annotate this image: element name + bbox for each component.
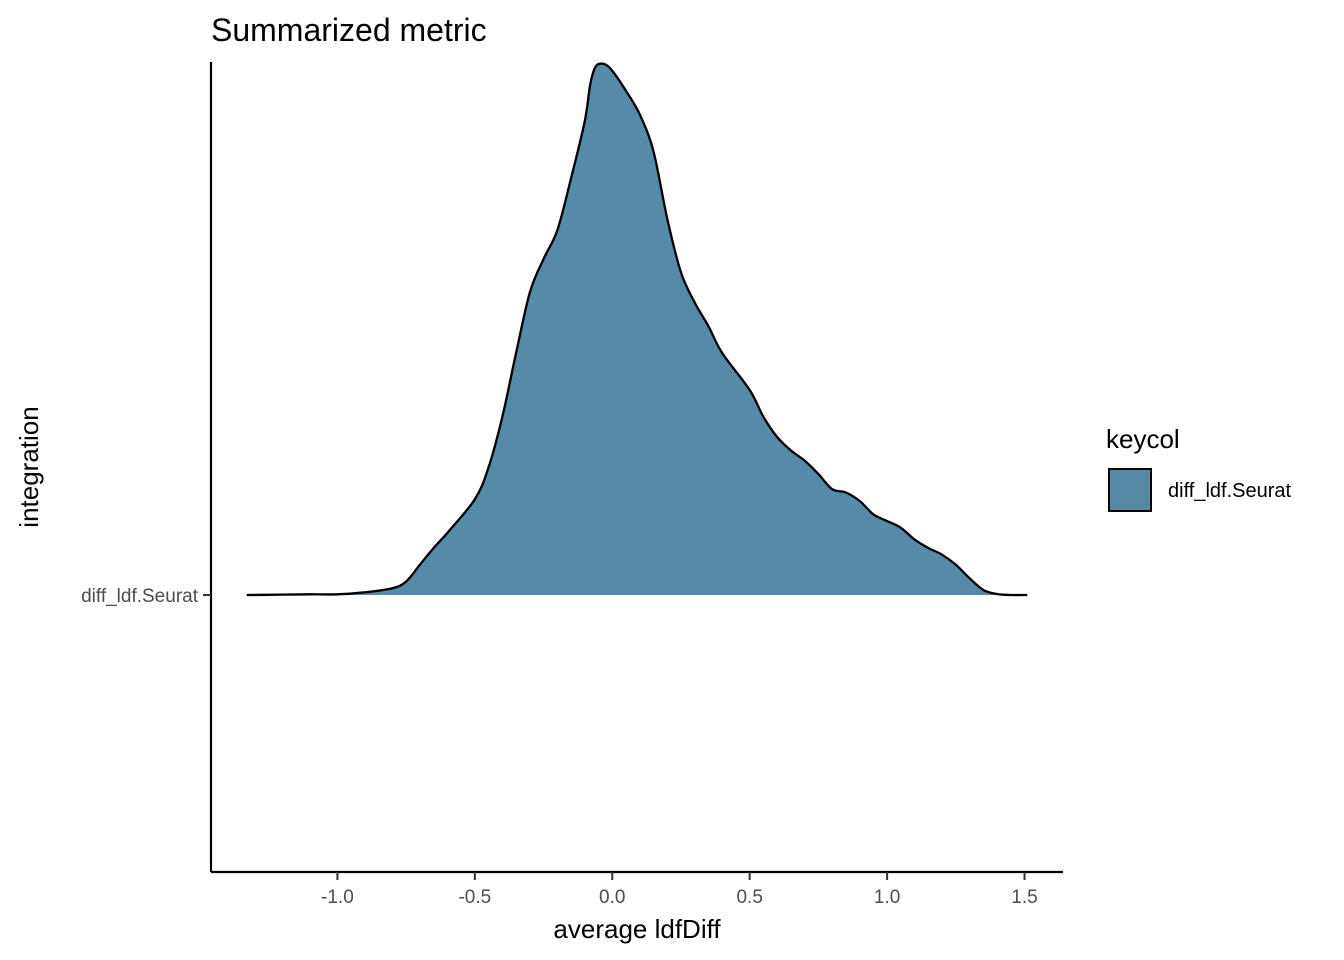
y-axis-title: integration [14, 406, 44, 527]
x-tick-label: -1.0 [321, 887, 354, 908]
y-axis-ticks: diff_ldf.Seurat [81, 586, 211, 607]
legend: keycol diff_ldf.Seurat [1106, 424, 1291, 512]
x-tick-label: 0.5 [736, 887, 762, 908]
plot-area [246, 62, 1028, 597]
y-tick-label: diff_ldf.Seurat [81, 586, 199, 607]
x-tick-label: -0.5 [458, 887, 491, 908]
chart-title: Summarized metric [211, 12, 487, 48]
density-area-diff-ldf-seurat [246, 63, 1028, 596]
x-axis-ticks: -1.0 -0.5 0.0 0.5 1.0 1.5 [321, 872, 1038, 908]
x-tick-label: 0.0 [599, 887, 625, 908]
legend-title: keycol [1106, 424, 1180, 454]
x-tick-label: 1.0 [874, 887, 900, 908]
legend-swatch-diff-ldf-seurat [1108, 468, 1152, 512]
x-axis-title: average ldfDiff [553, 914, 721, 944]
x-tick-label: 1.5 [1011, 887, 1037, 908]
density-outline-diff-ldf-seurat [246, 62, 1028, 597]
legend-label-diff-ldf-seurat: diff_ldf.Seurat [1168, 480, 1291, 502]
